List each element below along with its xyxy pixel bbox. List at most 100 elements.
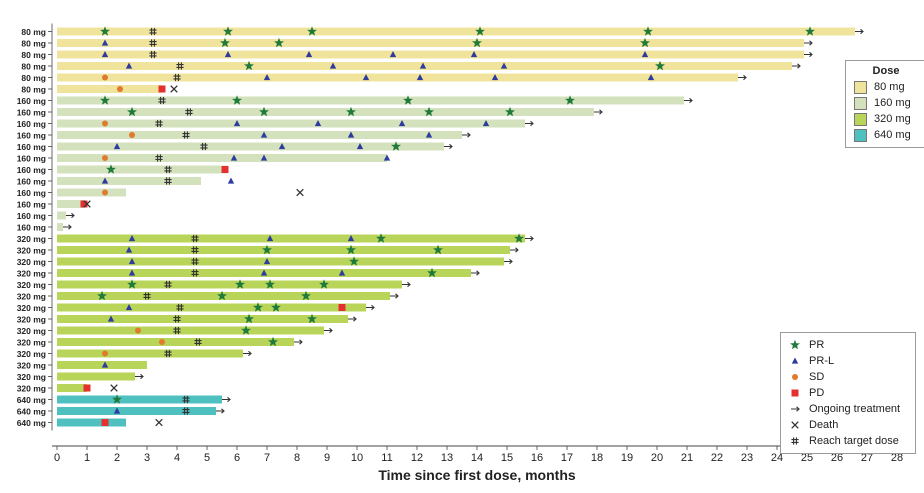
pr-star-icon — [244, 60, 254, 71]
event-target — [143, 292, 151, 300]
triangle-icon — [233, 120, 241, 127]
square-icon — [221, 166, 229, 173]
x-tick-label: 18 — [591, 452, 603, 464]
event-pr-l — [227, 177, 235, 184]
dose-label: 320 mg — [17, 349, 46, 359]
x-tick-label: 15 — [501, 452, 513, 464]
dose-legend: Dose 80 mg 160 mg 320 mg 640 mg — [845, 60, 924, 148]
patient-bar — [57, 246, 510, 254]
arrow-right-icon — [504, 258, 513, 265]
pr-star-icon — [241, 325, 251, 335]
dose-label: 160 mg — [17, 130, 46, 140]
pr-star-icon — [505, 106, 515, 117]
arrow-right-icon — [324, 327, 333, 334]
patient-bar — [57, 234, 525, 243]
pr-star-icon — [253, 302, 263, 312]
event-target — [164, 165, 172, 174]
dose-label: 80 mg — [21, 50, 46, 60]
patient-bar — [57, 257, 504, 266]
circle-icon — [129, 132, 135, 138]
dose-label: 320 mg — [17, 326, 46, 336]
triangle-icon — [260, 131, 268, 138]
event-pr-l — [125, 246, 133, 253]
ongoing-arrow — [525, 120, 534, 127]
ongoing-arrow — [66, 212, 75, 219]
event-pr-l — [125, 304, 133, 311]
event-pr-l — [500, 62, 508, 69]
x-tick-label: 4 — [174, 452, 180, 464]
dose-legend-item: 640 mg — [852, 127, 920, 143]
event-pr-l — [416, 74, 424, 81]
dose-label: 640 mg — [17, 395, 46, 405]
event-pr-l — [101, 361, 109, 368]
event-target — [173, 73, 181, 82]
event-death — [155, 418, 163, 427]
pr-star-icon — [475, 26, 485, 36]
event-pr — [112, 394, 122, 404]
event-pr — [274, 37, 284, 48]
hash-icon — [191, 234, 199, 243]
event-sd — [102, 120, 108, 127]
hash-icon — [191, 257, 199, 266]
event-pd — [338, 304, 346, 311]
ongoing-arrow — [324, 327, 333, 334]
event-pr-l — [347, 131, 355, 138]
pr-star-icon — [805, 26, 815, 36]
triangle-icon — [338, 269, 346, 276]
event-target — [182, 395, 190, 404]
arrow-right-icon — [402, 281, 411, 288]
event-pr — [640, 37, 650, 48]
event-target — [194, 338, 202, 346]
pr-star-icon — [427, 267, 437, 278]
pr-star-icon — [127, 279, 137, 289]
event-sd — [102, 155, 108, 161]
dose-label: 160 mg — [17, 96, 46, 106]
pr-star-icon — [100, 95, 110, 105]
event-target — [149, 50, 157, 59]
event-legend-item: SD — [787, 369, 909, 385]
event-legend: PR PR-L SD PD Ongoing treatment Death Reach ta… — [780, 332, 916, 454]
patient-bar — [57, 338, 294, 346]
triangle-icon — [398, 120, 406, 127]
hash-icon — [176, 62, 184, 70]
pr-star-icon — [433, 244, 443, 255]
patient-bar — [57, 50, 804, 59]
event-target — [149, 27, 157, 36]
patient-bar — [57, 27, 855, 36]
pr-star-icon — [301, 290, 311, 301]
arrow-right-icon — [525, 235, 534, 242]
square-icon — [83, 384, 91, 392]
color-swatch-icon — [852, 96, 868, 110]
patient-bar — [57, 372, 135, 381]
arrow-right-icon — [792, 63, 801, 69]
event-pr — [403, 95, 413, 105]
event-pr — [391, 141, 401, 151]
triangle-icon — [347, 131, 355, 138]
triangle-icon — [101, 177, 109, 184]
dose-legend-label: 160 mg — [874, 97, 911, 109]
event-legend-item: PD — [787, 385, 909, 401]
patient-bar — [57, 177, 201, 185]
event-pr-l — [125, 62, 133, 69]
patient-bar — [57, 85, 162, 93]
event-pr-l — [107, 315, 115, 322]
dose-label: 80 mg — [21, 38, 46, 48]
hash-icon — [182, 395, 190, 404]
patient-bar — [57, 73, 738, 82]
event-target — [155, 154, 163, 162]
square-icon — [791, 389, 799, 397]
hash-icon — [200, 142, 208, 151]
dose-legend-label: 80 mg — [874, 81, 905, 93]
triangle-icon — [260, 269, 268, 276]
triangle-icon — [329, 62, 337, 69]
hash-icon — [164, 349, 172, 358]
triangle-icon — [230, 154, 238, 161]
event-death — [83, 200, 91, 208]
hash-icon — [155, 119, 163, 128]
cross-icon — [110, 384, 118, 392]
event-pr-l — [113, 407, 121, 414]
hash-icon — [194, 338, 202, 346]
triangle-icon — [305, 51, 313, 58]
triangle-icon — [641, 51, 649, 58]
